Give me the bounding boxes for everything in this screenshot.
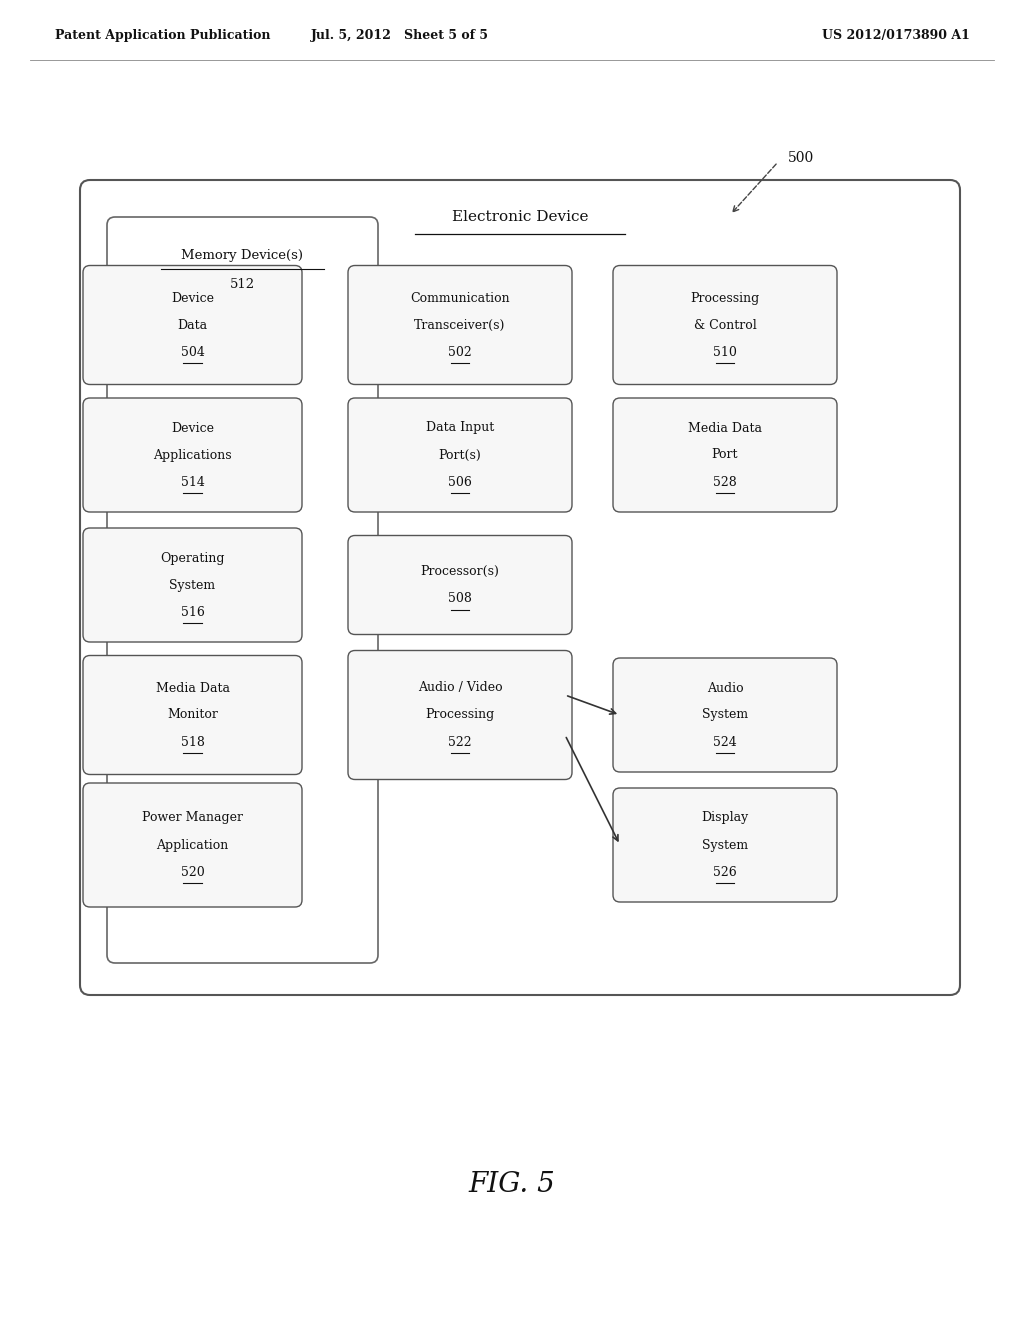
Text: Monitor: Monitor [167, 709, 218, 722]
Text: System: System [701, 838, 749, 851]
Text: & Control: & Control [693, 318, 757, 331]
FancyBboxPatch shape [348, 536, 572, 635]
Text: Data Input: Data Input [426, 421, 495, 434]
Text: 506: 506 [449, 475, 472, 488]
FancyBboxPatch shape [613, 657, 837, 772]
FancyBboxPatch shape [348, 651, 572, 780]
Text: Port(s): Port(s) [438, 449, 481, 462]
Text: System: System [701, 709, 749, 722]
Text: 518: 518 [180, 735, 205, 748]
Text: Device: Device [171, 292, 214, 305]
FancyBboxPatch shape [83, 265, 302, 384]
Text: 528: 528 [713, 475, 737, 488]
Text: 524: 524 [713, 735, 737, 748]
Text: 502: 502 [449, 346, 472, 359]
Text: 516: 516 [180, 606, 205, 619]
Text: 504: 504 [180, 346, 205, 359]
Text: Power Manager: Power Manager [142, 812, 243, 825]
Text: Processor(s): Processor(s) [421, 565, 500, 578]
FancyBboxPatch shape [83, 399, 302, 512]
Text: 508: 508 [449, 591, 472, 605]
Text: System: System [169, 578, 216, 591]
Text: Transceiver(s): Transceiver(s) [415, 318, 506, 331]
Text: Audio: Audio [707, 681, 743, 694]
FancyBboxPatch shape [83, 528, 302, 642]
FancyBboxPatch shape [83, 783, 302, 907]
FancyBboxPatch shape [613, 788, 837, 902]
FancyBboxPatch shape [613, 265, 837, 384]
Text: Patent Application Publication: Patent Application Publication [55, 29, 270, 41]
FancyBboxPatch shape [613, 399, 837, 512]
Text: Application: Application [157, 838, 228, 851]
Text: 522: 522 [449, 735, 472, 748]
Text: Device: Device [171, 421, 214, 434]
Text: Port: Port [712, 449, 738, 462]
Text: US 2012/0173890 A1: US 2012/0173890 A1 [822, 29, 970, 41]
Text: Applications: Applications [154, 449, 231, 462]
Text: Data: Data [177, 318, 208, 331]
Text: Electronic Device: Electronic Device [452, 210, 588, 224]
FancyBboxPatch shape [83, 656, 302, 775]
Text: Jul. 5, 2012   Sheet 5 of 5: Jul. 5, 2012 Sheet 5 of 5 [311, 29, 489, 41]
Text: Media Data: Media Data [688, 421, 762, 434]
Text: Audio / Video: Audio / Video [418, 681, 503, 694]
Text: 526: 526 [713, 866, 737, 879]
FancyBboxPatch shape [348, 265, 572, 384]
Text: Processing: Processing [425, 709, 495, 722]
Text: Communication: Communication [411, 292, 510, 305]
Text: FIG. 5: FIG. 5 [469, 1172, 555, 1199]
Text: 500: 500 [788, 150, 814, 165]
Text: Media Data: Media Data [156, 681, 229, 694]
Text: Processing: Processing [690, 292, 760, 305]
Text: Memory Device(s): Memory Device(s) [181, 248, 303, 261]
Text: 520: 520 [180, 866, 205, 879]
Text: 514: 514 [180, 475, 205, 488]
Text: 510: 510 [713, 346, 737, 359]
Text: Display: Display [701, 812, 749, 825]
Text: Operating: Operating [160, 552, 224, 565]
FancyBboxPatch shape [80, 180, 961, 995]
FancyBboxPatch shape [106, 216, 378, 964]
FancyBboxPatch shape [348, 399, 572, 512]
Text: 512: 512 [230, 279, 255, 292]
